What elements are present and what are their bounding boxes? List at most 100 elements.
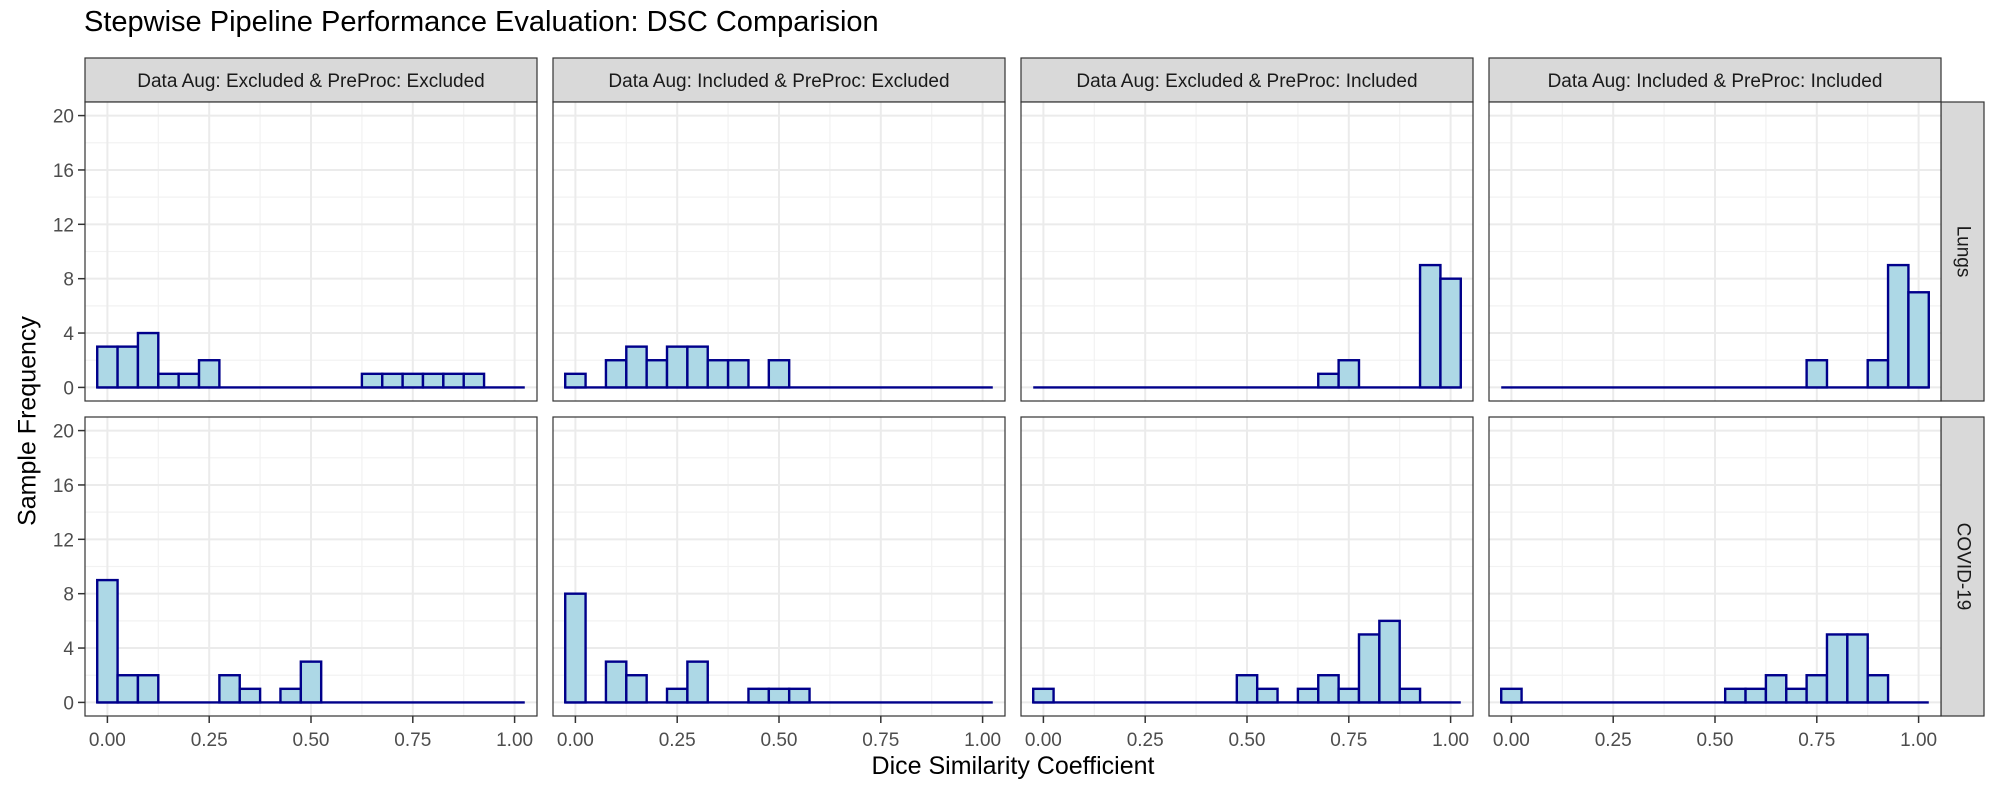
histogram-bar: [1296, 687, 1320, 704]
facet-panel: [84, 101, 538, 402]
histogram-bar: [665, 687, 689, 704]
histogram-bar: [564, 372, 587, 389]
x-tick-label: 0.75: [394, 730, 431, 751]
histogram-bar: [1439, 277, 1462, 389]
histogram-bar: [1317, 674, 1340, 704]
histogram-bar: [726, 359, 750, 389]
y-tick-label: 4: [63, 639, 74, 660]
facet-strip-row: [1940, 416, 1985, 717]
histogram-bar: [1866, 359, 1890, 389]
histogram-bar: [1764, 674, 1788, 704]
histogram-bar: [564, 592, 587, 704]
x-tick-label: 0.00: [89, 730, 126, 751]
x-tick-label: 0.75: [862, 730, 899, 751]
facet-strip-label: Data Aug: Included & PreProc: Included: [1548, 71, 1883, 92]
facet-strip-row: [1940, 101, 1985, 402]
histogram-bar: [381, 372, 404, 389]
facet-panel: [84, 416, 538, 717]
histogram-bar: [1255, 687, 1279, 704]
histogram-bar: [96, 345, 119, 389]
histogram-bar: [1805, 674, 1829, 704]
histogram-bar: [1032, 687, 1055, 704]
y-tick-label: 20: [53, 107, 74, 128]
x-tick-label: 0.25: [1127, 730, 1164, 751]
facet-strip-label: COVID-19: [1952, 523, 1973, 611]
histogram-bar: [665, 345, 689, 389]
x-tick-label: 0.50: [1229, 730, 1266, 751]
histogram-bar: [767, 359, 791, 389]
histogram-bar: [625, 345, 648, 389]
x-tick-label: 0.75: [1330, 730, 1367, 751]
histogram-bar: [401, 372, 425, 389]
histogram-bar: [625, 674, 648, 704]
histogram-bar: [1378, 619, 1401, 704]
histogram-bar: [421, 372, 445, 389]
histogram-bar: [360, 372, 384, 389]
histogram-bar: [1500, 687, 1523, 704]
histogram-bar: [136, 331, 160, 389]
y-axis-label: Sample Frequency: [13, 316, 42, 526]
histogram-bar: [462, 372, 486, 389]
histogram-bar: [116, 345, 140, 389]
y-tick-label: 8: [63, 585, 74, 606]
x-tick-label: 0.50: [761, 730, 798, 751]
x-tick-label: 0.50: [293, 730, 330, 751]
x-axis-label: Dice Similarity Coefficient: [0, 752, 2000, 781]
y-tick-label: 4: [63, 324, 74, 345]
histogram-bar: [1825, 633, 1849, 704]
y-tick-label: 8: [63, 270, 74, 291]
x-tick-label: 0.00: [1493, 730, 1530, 751]
y-tick-label: 12: [53, 215, 74, 236]
histogram-bar: [238, 687, 262, 704]
histogram-bar: [1886, 263, 1910, 389]
y-tick-label: 16: [53, 476, 74, 497]
x-axis-label-text: Dice Similarity Coefficient: [871, 752, 1155, 780]
x-tick-label: 1.00: [964, 730, 1001, 751]
histogram-bar: [1723, 687, 1747, 704]
x-tick-label: 1.00: [496, 730, 533, 751]
panel-border: [552, 101, 1006, 402]
x-tick-label: 0.25: [659, 730, 696, 751]
facet-strip-column: [1020, 57, 1474, 103]
x-tick-label: 0.75: [1798, 730, 1835, 751]
histogram-bar: [1907, 291, 1930, 389]
y-tick-label: 16: [53, 161, 74, 182]
x-tick-label: 1.00: [1900, 730, 1937, 751]
y-tick-label: 20: [53, 422, 74, 443]
y-tick-label: 0: [63, 693, 74, 714]
chart-title: Stepwise Pipeline Performance Evaluation…: [84, 6, 879, 38]
histogram-bar: [645, 359, 669, 389]
histogram-bar: [116, 674, 140, 704]
histogram-bar: [218, 674, 241, 704]
facet-panel: [552, 101, 1006, 402]
facet-panel: [1020, 101, 1474, 402]
x-tick-label: 0.00: [1025, 730, 1062, 751]
histogram-bar: [1357, 633, 1381, 704]
facet-strip-label: Lungs: [1952, 226, 1973, 278]
histogram-bar: [442, 372, 465, 389]
panel-border: [1020, 101, 1474, 402]
histogram-bar: [299, 660, 323, 704]
histogram-bar: [1235, 674, 1259, 704]
facet-panel: [1488, 101, 1942, 402]
y-tick-label: 0: [63, 378, 74, 399]
histogram-bar: [1866, 674, 1890, 704]
panel-border: [1488, 101, 1942, 402]
histogram-bar: [604, 660, 628, 704]
x-tick-label: 1.00: [1432, 730, 1469, 751]
histogram-bar: [604, 359, 628, 389]
x-tick-label: 0.25: [191, 730, 228, 751]
histogram-bar: [1337, 359, 1361, 389]
facet-strip-label: Data Aug: Excluded & PreProc: Included: [1076, 71, 1417, 92]
histogram-bar: [1744, 687, 1768, 704]
x-tick-label: 0.25: [1595, 730, 1632, 751]
histogram-bar: [686, 660, 709, 704]
histogram-bar: [686, 345, 709, 389]
histogram-bar: [157, 372, 180, 389]
histogram-bar: [747, 687, 771, 704]
histogram-bar: [706, 359, 730, 389]
histogram-bar: [136, 674, 160, 704]
histogram-bar: [1846, 633, 1869, 704]
